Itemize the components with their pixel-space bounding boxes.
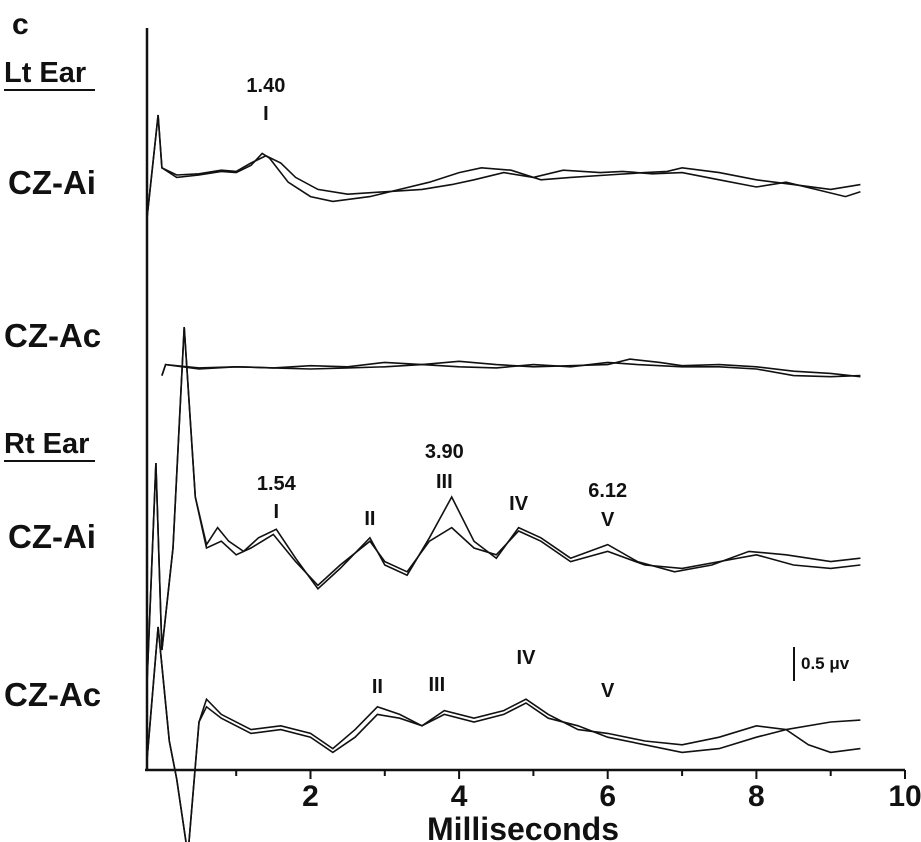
wave-label-rt-cz-ai-V: V (601, 509, 615, 531)
trace-lt-cz-ac-run-2 (161, 361, 861, 378)
wave-label-rt-cz-ac-II: II (372, 676, 383, 698)
panel-letter: c (12, 8, 29, 41)
x-tick-label-10: 10 (888, 780, 921, 813)
wave-label-rt-cz-ac-IV: IV (517, 647, 537, 669)
trace-label-rt-cz-ac: CZ-Ac (4, 676, 101, 713)
wave-label-rt-cz-ai-I: I (274, 501, 280, 523)
trace-lt-cz-ai-run-1 (146, 114, 861, 219)
trace-rt-cz-ai-run-1 (146, 326, 861, 685)
trace-lt-cz-ai-run-2 (146, 114, 861, 219)
x-axis-title: Milliseconds (427, 811, 619, 842)
latency-label-rt-cz-ai-I: 1.54 (257, 473, 297, 495)
x-tick-label-2: 2 (302, 780, 319, 813)
ear-label-right: Rt Ear (4, 428, 89, 460)
ticks-layer: 2 4 6 8 10 (235, 770, 921, 813)
ear-label-left: Lt Ear (4, 57, 86, 89)
trace-label-lt-cz-ai: CZ-Ai (8, 164, 96, 201)
wave-label-rt-cz-ai-IV: IV (509, 493, 529, 515)
trace-rt-cz-ac-run-2 (146, 626, 861, 842)
x-tick-label-8: 8 (748, 780, 765, 813)
trace-label-rt-cz-ai: CZ-Ai (8, 518, 96, 555)
x-tick-label-6: 6 (599, 780, 616, 813)
wave-label-rt-cz-ai-II: II (364, 508, 375, 530)
wave-label-lt-cz-ai-I: I (263, 103, 269, 125)
wave-label-rt-cz-ai-III: III (436, 471, 453, 493)
traces-layer (146, 114, 861, 842)
latency-label-rt-cz-ai-V: 6.12 (588, 480, 627, 502)
latency-label-rt-cz-ai-III: 3.90 (425, 441, 464, 463)
latency-label-lt-cz-ai-I: 1.40 (246, 75, 285, 97)
wave-label-rt-cz-ac-III: III (428, 674, 445, 696)
trace-rt-cz-ai-run-2 (146, 326, 861, 685)
trace-label-lt-cz-ac: CZ-Ac (4, 317, 101, 354)
scale-bar-label: 0.5 μv (801, 654, 850, 673)
wave-label-rt-cz-ac-V: V (601, 680, 615, 702)
x-tick-label-4: 4 (451, 780, 468, 813)
